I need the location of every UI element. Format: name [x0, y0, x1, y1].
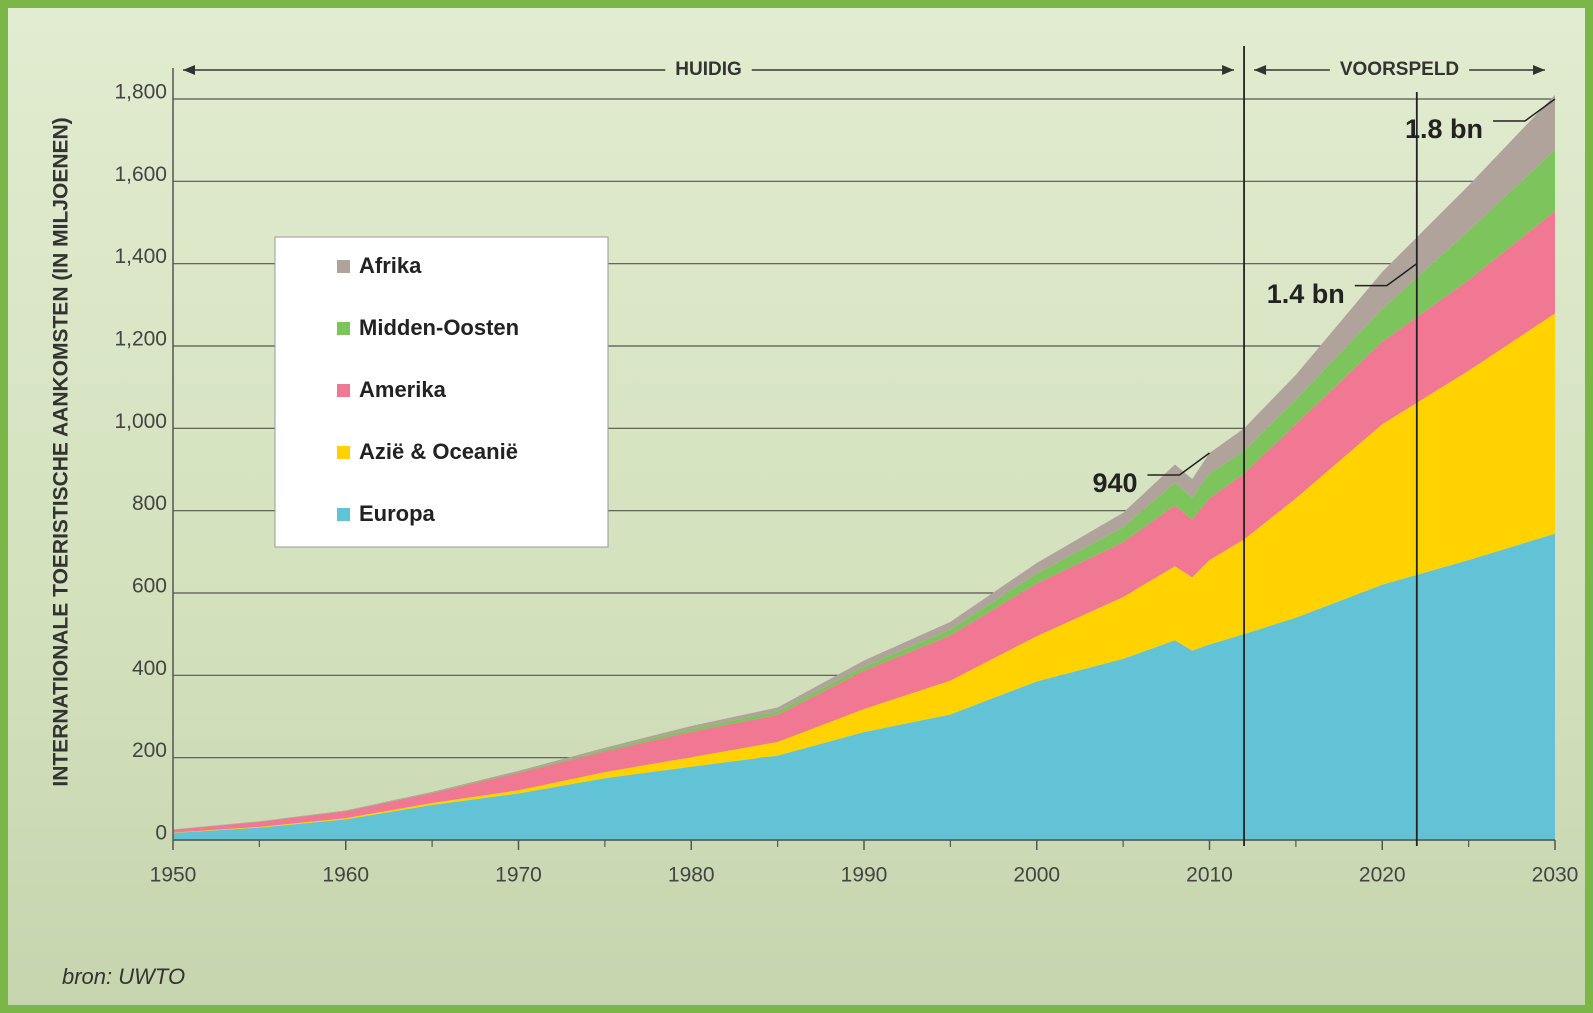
y-axis-label: INTERNATIONALE TOERISTISCHE AANKOMSTEN (…: [50, 117, 73, 786]
y-tick-label: 1,200: [114, 328, 167, 351]
legend: Afrika Midden-Oosten Amerika Azië & Oceanië…: [274, 236, 609, 548]
x-tick-label: 1980: [668, 864, 715, 887]
legend-swatch: [337, 446, 350, 459]
legend-label: Amerika: [359, 377, 447, 402]
area: [173, 313, 1555, 834]
y-tick-label: 1,600: [114, 163, 167, 186]
y-tick-label: 1,400: [114, 245, 167, 268]
area: [173, 211, 1555, 833]
x-tick-label: 2020: [1359, 864, 1406, 887]
legend-label: Afrika: [359, 253, 422, 278]
legend-swatch: [337, 322, 350, 335]
arrowhead: [1533, 65, 1545, 75]
legend-swatch: [337, 508, 350, 521]
arrowhead: [183, 65, 195, 75]
x-tick-label: 1950: [150, 864, 197, 887]
leader-line: [1147, 452, 1210, 476]
y-tick-label: 800: [132, 492, 167, 515]
x-tick-label: 2010: [1186, 864, 1233, 887]
y-tick-label: 1,000: [114, 410, 167, 433]
x-tick-label: 2030: [1532, 864, 1579, 887]
arrowhead: [1254, 65, 1267, 75]
y-tick-label: 0: [155, 822, 167, 845]
legend-box: [274, 236, 609, 548]
legend-label: Azië & Oceanië: [359, 439, 518, 464]
annotation: 940: [1092, 468, 1137, 498]
y-tick-label: 400: [132, 657, 167, 680]
annotation: 1.8 bn: [1405, 114, 1483, 144]
y-tick-label: 200: [132, 739, 167, 762]
y-tick-label: 1,800: [114, 81, 167, 104]
x-tick-label: 1970: [495, 864, 542, 887]
x-tick-label: 2000: [1013, 864, 1060, 887]
y-tick-label: 600: [132, 575, 167, 598]
x-tick-label: 1990: [841, 864, 888, 887]
annotation: 1.4 bn: [1267, 279, 1345, 309]
period-label: HUIDIG: [675, 59, 742, 80]
legend-label: Europa: [359, 501, 436, 526]
arrowhead: [1222, 65, 1235, 75]
area: [173, 533, 1555, 840]
x-tick-label: 1960: [322, 864, 369, 887]
leader-line: [1354, 263, 1418, 287]
legend-swatch: [337, 384, 350, 397]
source: bron: UWTO: [62, 964, 185, 989]
leader-line: [1493, 98, 1556, 122]
legend-swatch: [337, 260, 350, 273]
legend-label: Midden-Oosten: [359, 315, 519, 340]
period-label: VOORSPELD: [1340, 59, 1459, 80]
